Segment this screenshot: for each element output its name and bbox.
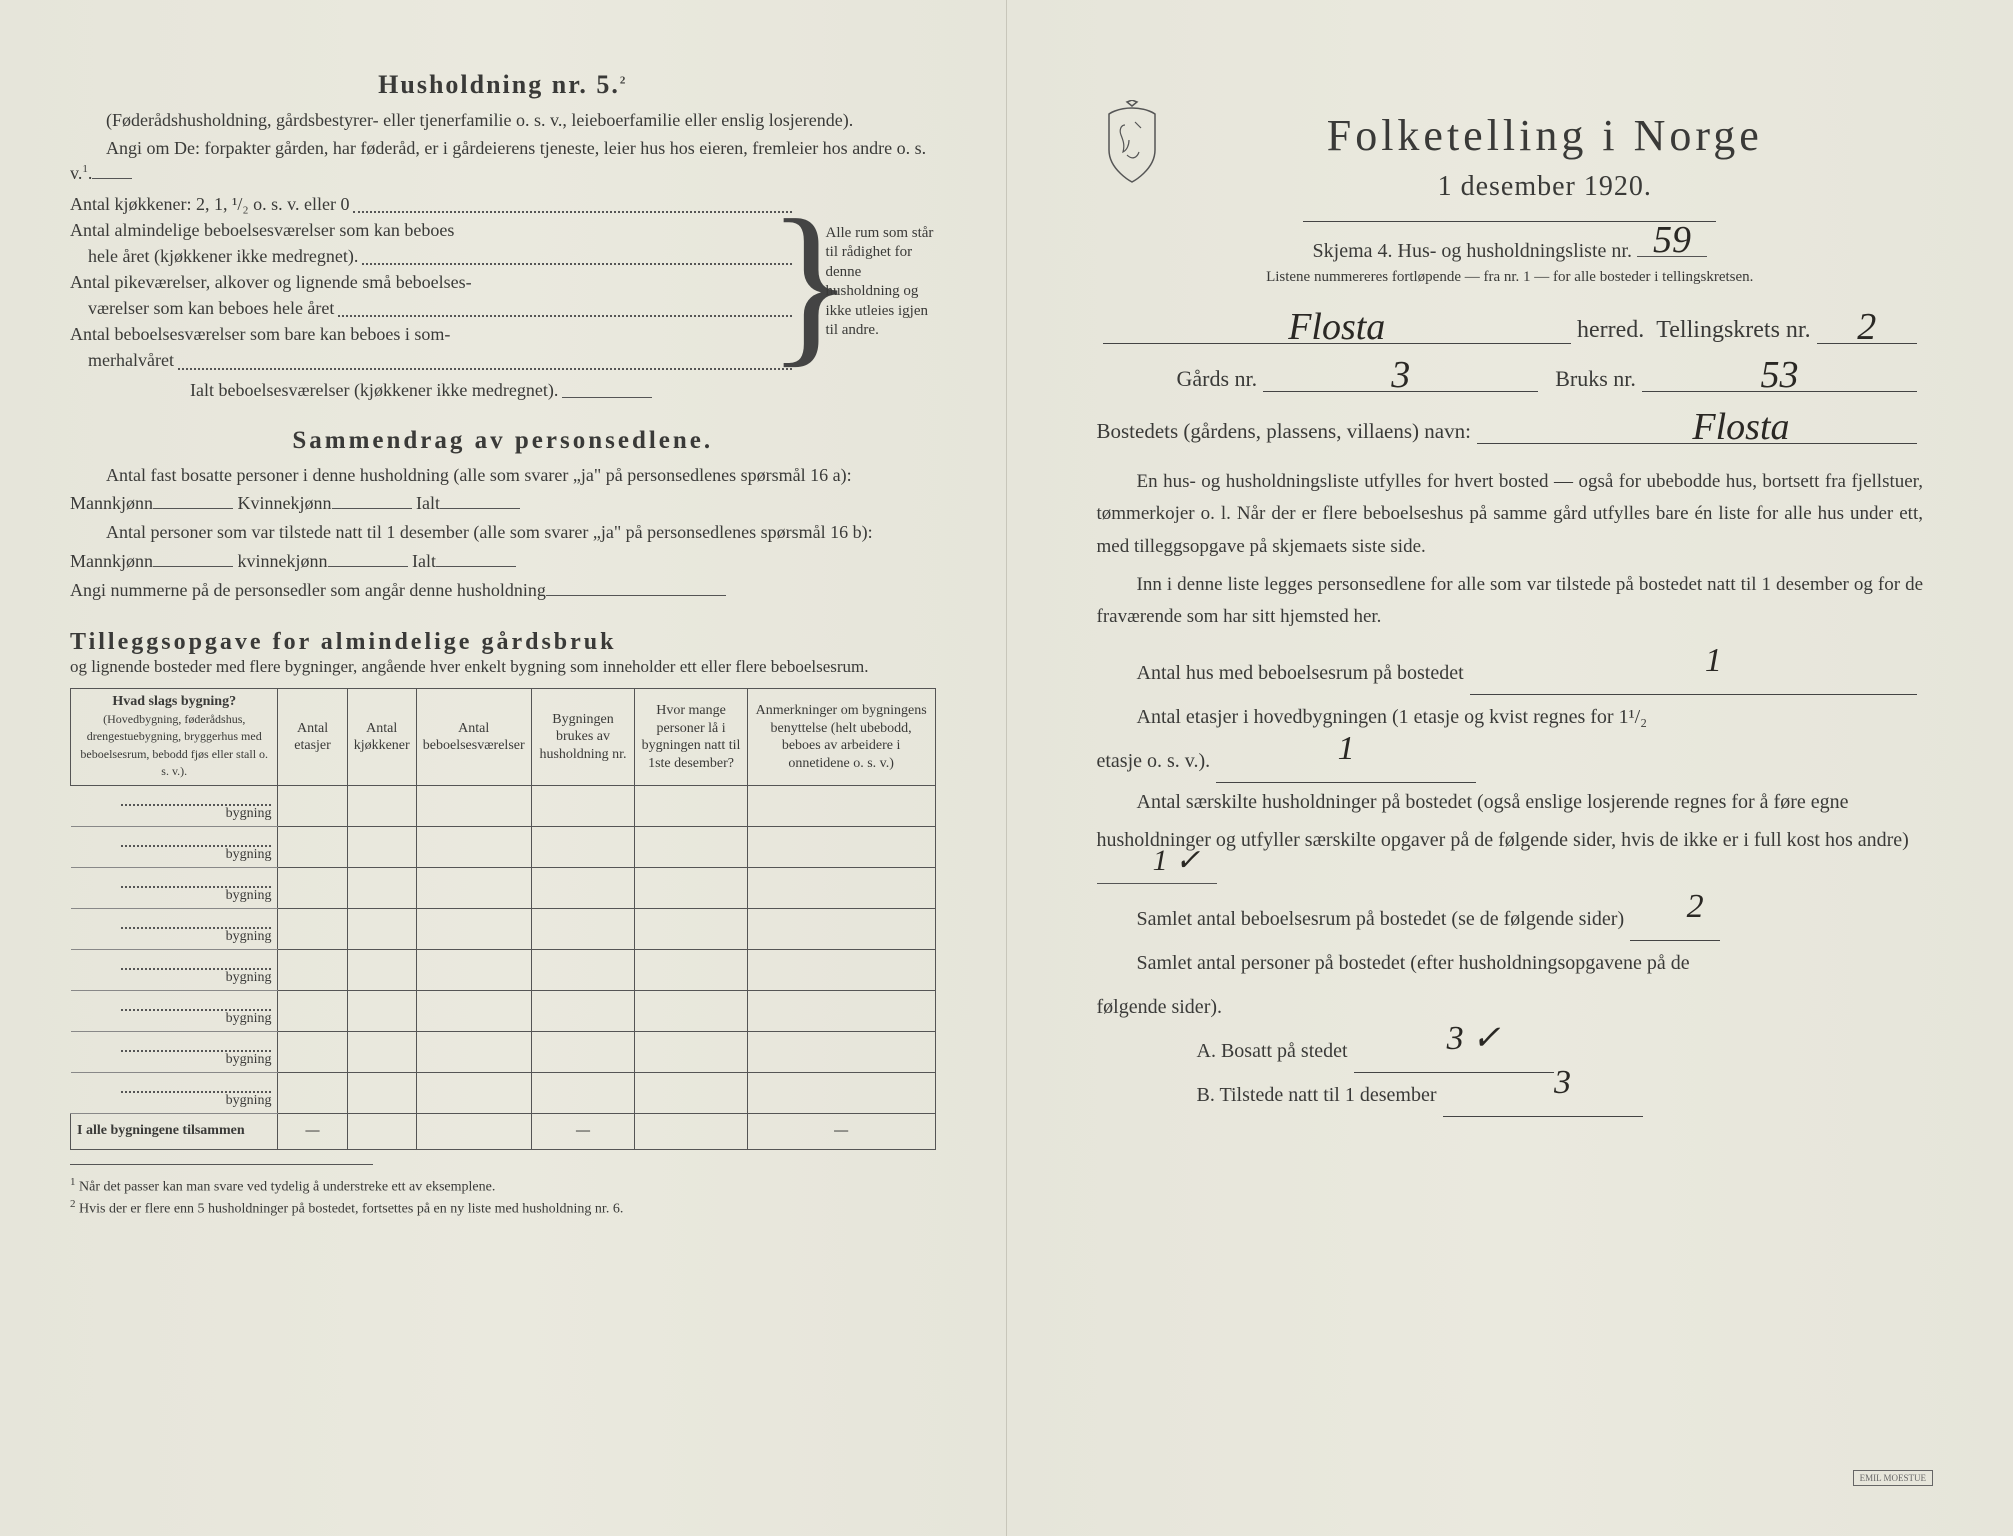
buildings-tbody: bygning bygning bygning bygning bygning … (71, 785, 936, 1149)
table-row: bygning (71, 867, 936, 908)
supplement-subtitle: og lignende bosteder med flere bygninger… (70, 656, 936, 679)
herred-label: herred. (1577, 317, 1644, 344)
th-remarks: Anmerkninger om bygningens benyttelse (h… (747, 689, 935, 786)
left-page: Husholdning nr. 5.2 (Føderådshusholdning… (0, 0, 1007, 1536)
main-title: Folketelling i Norge (1097, 110, 1924, 161)
bruk-value: 53 (1760, 353, 1798, 397)
ordinary-rooms-line-b: hele året (kjøkkener ikke medregnet). (70, 243, 358, 269)
qa-line: A. Bosatt på stedet 3 ✓ (1097, 1029, 1924, 1073)
schema-line: Skjema 4. Hus- og husholdningsliste nr. … (1097, 240, 1924, 263)
ordinary-rooms-line-a: Antal almindelige beboelsesværelser som … (70, 217, 454, 243)
q5-line-a: Samlet antal personer på bostedet (efter… (1097, 941, 1924, 985)
supplement-title: Tilleggsopgave for almindelige gårdsbruk (70, 629, 936, 656)
bruk-label: Bruks nr. (1555, 366, 1636, 392)
coat-of-arms-icon (1097, 100, 1167, 185)
heading-footnote-ref: 2 (620, 74, 628, 86)
q2-line: Antal etasjer i hovedbygningen (1 etasje… (1097, 695, 1924, 739)
angi-om-line: Angi om De: forpakter gården, har føderå… (70, 136, 936, 185)
footnotes: 1 Når det passer kan man svare ved tydel… (70, 1175, 936, 1220)
gard-value: 3 (1391, 353, 1410, 397)
list-note: Listene nummereres fortløpende — fra nr.… (1097, 269, 1924, 286)
bosted-line: Bostedets (gårdens, plassens, villaens) … (1097, 416, 1924, 444)
maid-rooms-line-b: værelser som kan beboes hele året (70, 295, 334, 321)
table-row: bygning (71, 990, 936, 1031)
table-sum-row: I alle bygningene tilsammen — — — (71, 1113, 936, 1149)
q4-line: Samlet antal beboelsesrum på bostedet (s… (1097, 897, 1924, 941)
th-kitchens: Antal kjøkkener (347, 689, 416, 786)
paragraph-2: Inn i denne liste legges personsedlene f… (1097, 569, 1924, 634)
right-page: Folketelling i Norge 1 desember 1920. Sk… (1007, 0, 2013, 1536)
curly-brace-icon: } (802, 191, 820, 374)
census-date: 1 desember 1920. (1097, 171, 1924, 203)
total-rooms-label: Ialt beboelsesværelser (kjøkkener ikke m… (70, 380, 558, 401)
list-number-value: 59 (1653, 218, 1691, 262)
krets-label: Tellingskrets nr. (1656, 317, 1810, 344)
summary-title: Sammendrag av personsedlene. (70, 427, 936, 455)
summer-rooms-line-a: Antal beboelsesværelser som bare kan beb… (70, 321, 450, 347)
table-row: bygning (71, 1072, 936, 1113)
th-persons-night: Hvor mange personer lå i bygningen natt … (635, 689, 747, 786)
table-row: bygning (71, 908, 936, 949)
document-spread: Husholdning nr. 5.2 (Føderådshusholdning… (0, 0, 2013, 1536)
th-rooms: Antal beboelsesværelser (416, 689, 531, 786)
herred-value: Flosta (1288, 305, 1385, 349)
th-building-type: Hvad slags bygning? (Hovedbygning, føder… (71, 689, 278, 786)
qb-value: 3 (1514, 1046, 1571, 1121)
qb-line: B. Tilstede natt til 1 desember 3 (1097, 1073, 1924, 1117)
q2-line-b: etasje o. s. v.). 1 (1097, 739, 1924, 783)
household-heading: Husholdning nr. 5.2 (70, 70, 936, 100)
th-used-by: Bygningen brukes av husholdning nr. (531, 689, 635, 786)
summary-line-2: Antal personer som var tilstede natt til… (70, 518, 936, 576)
summer-rooms-line-b: merhalvåret (70, 347, 174, 373)
angi-footnote-ref: 1 (82, 163, 88, 175)
table-row: bygning (71, 949, 936, 990)
buildings-table: Hvad slags bygning? (Hovedbygning, føder… (70, 688, 936, 1150)
q1-line: Antal hus med beboelsesrum på bostedet 1 (1097, 651, 1924, 695)
summary-line-3: Angi nummerne på de personsedler som ang… (70, 576, 936, 605)
total-rooms-row: Ialt beboelsesværelser (kjøkkener ikke m… (70, 380, 936, 401)
table-row: bygning (71, 1031, 936, 1072)
table-row: bygning (71, 785, 936, 826)
printer-stamp: EMIL MOESTUE (1853, 1470, 1933, 1486)
q3-line: Antal særskilte husholdninger på bostede… (1097, 783, 1924, 897)
bosted-label: Bostedets (gårdens, plassens, villaens) … (1097, 419, 1471, 444)
summary-line-1: Antal fast bosatte personer i denne hush… (70, 461, 936, 519)
bosted-value: Flosta (1692, 405, 1789, 449)
q4-value: 2 (1647, 870, 1704, 945)
rooms-side-note: Alle rum som står til rådighet for denne… (826, 191, 936, 374)
paragraph-1: En hus- og husholdningsliste utfylles fo… (1097, 466, 1924, 563)
footnote-1: Når det passer kan man svare ved tydelig… (79, 1180, 495, 1195)
maid-rooms-line-a: Antal pikeværelser, alkover og lignende … (70, 269, 472, 295)
q3-value: 1 ✓ (1113, 832, 1201, 889)
gard-line: Gårds nr. 3 Bruks nr. 53 (1097, 364, 1924, 392)
gard-label: Gårds nr. (1177, 366, 1258, 392)
kitchens-line: Antal kjøkkener: 2, 1, ¹/₂ o. s. v. elle… (70, 191, 349, 217)
footnote-2: Hvis der er flere enn 5 husholdninger på… (79, 1202, 623, 1217)
herred-line: Flosta herred. Tellingskrets nr. 2 (1097, 316, 1924, 344)
household-subtitle: (Føderådshusholdning, gårdsbestyrer- ell… (70, 108, 936, 132)
sum-label: I alle bygningene tilsammen (71, 1113, 278, 1149)
th-floors: Antal etasjer (278, 689, 347, 786)
table-row: bygning (71, 826, 936, 867)
krets-value: 2 (1857, 305, 1876, 349)
q1-value: 1 (1665, 624, 1722, 699)
q5-line-b: følgende sider). (1097, 985, 1924, 1029)
qa-value: 3 ✓ (1407, 1002, 1501, 1077)
q2-value: 1 (1338, 712, 1355, 787)
rooms-block: Antal kjøkkener: 2, 1, ¹/₂ o. s. v. elle… (70, 191, 936, 374)
title-block: Folketelling i Norge 1 desember 1920. (1097, 110, 1924, 203)
